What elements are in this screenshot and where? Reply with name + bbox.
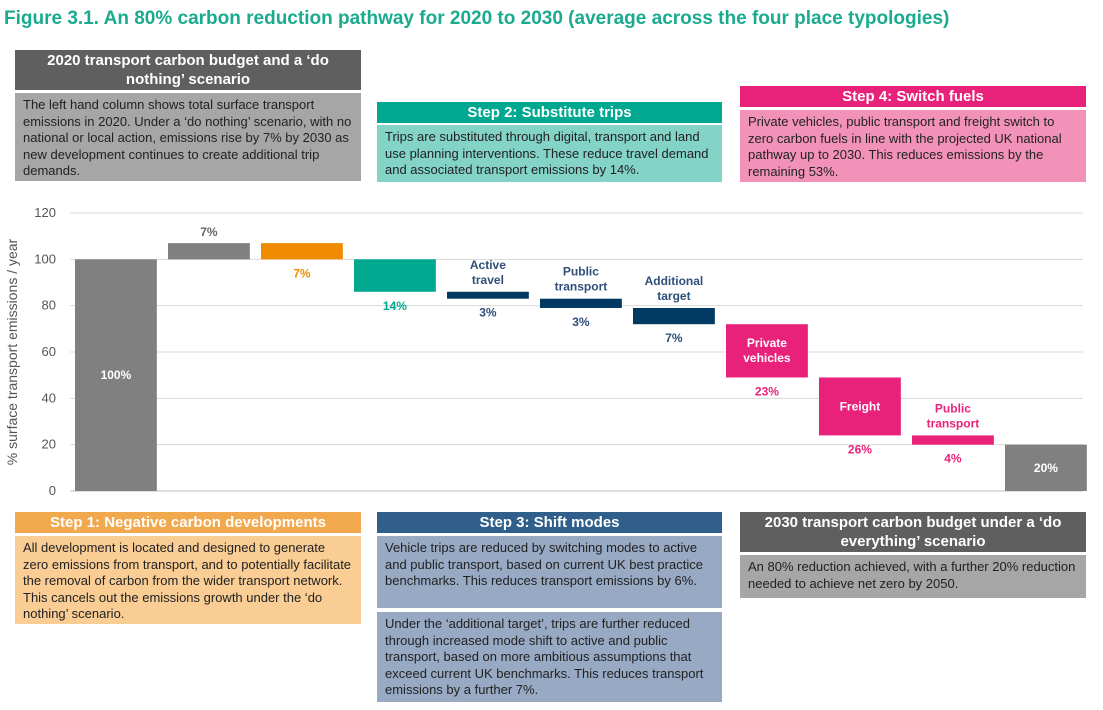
bar-category-label-6-1: target bbox=[657, 289, 690, 303]
step1-title: Step 1: Negative carbon developments bbox=[15, 512, 361, 533]
y-axis-label: % surface transport emissions / year bbox=[4, 238, 20, 465]
bar-1 bbox=[168, 243, 250, 260]
bar-category-label-4-1: travel bbox=[472, 273, 504, 287]
step1-body: All development is located and designed … bbox=[15, 536, 361, 624]
y-tick-label-100: 100 bbox=[34, 251, 56, 266]
bar-value-label-9: 4% bbox=[944, 452, 962, 466]
bar-7 bbox=[726, 324, 808, 378]
budget-2020-title: 2020 transport carbon budget and a ‘do n… bbox=[15, 50, 361, 90]
bar-8 bbox=[819, 377, 901, 436]
bar-category-label-7-1: vehicles bbox=[743, 351, 791, 365]
figure-title: Figure 3.1. An 80% carbon reduction path… bbox=[4, 8, 950, 29]
bar-value-label-8: 26% bbox=[848, 442, 872, 456]
y-tick-label-80: 80 bbox=[42, 298, 56, 313]
bar-category-label-8-0: Freight bbox=[840, 399, 881, 413]
bar-category-label-6-0: Additional bbox=[645, 274, 704, 288]
bar-4 bbox=[447, 291, 529, 299]
y-tick-label-40: 40 bbox=[42, 390, 56, 405]
bar-value-label-3: 14% bbox=[383, 299, 407, 313]
waterfall-chart: 0 20 40 60 80 100 120 % surface transport emiss… bbox=[4, 205, 1087, 498]
bar-2 bbox=[261, 243, 343, 260]
bar-category-label-9-0: Public bbox=[935, 401, 971, 415]
bar-value-label-7: 23% bbox=[755, 384, 779, 398]
step3-body-1: Vehicle trips are reduced by switching m… bbox=[377, 536, 722, 608]
step2-body: Trips are substituted through digital, t… bbox=[377, 125, 722, 182]
bar-3 bbox=[354, 259, 436, 292]
step3-title: Step 3: Shift modes bbox=[377, 512, 722, 533]
step2-title: Step 2: Substitute trips bbox=[377, 102, 722, 123]
bar-value-label-4: 3% bbox=[479, 306, 497, 320]
step3-body-2: Under the ‘additional target’, trips are… bbox=[377, 612, 722, 702]
y-tick-label-0: 0 bbox=[49, 483, 56, 498]
bar-value-label-1: 7% bbox=[200, 225, 218, 239]
bar-6 bbox=[633, 307, 715, 325]
bar-category-label-7-0: Private bbox=[747, 336, 787, 350]
step4-title: Step 4: Switch fuels bbox=[740, 86, 1086, 107]
budget-2030-title: 2030 transport carbon budget under a ‘do… bbox=[740, 512, 1086, 552]
bar-category-label-5-0: Public bbox=[563, 265, 599, 279]
bar-value-label-0: 100% bbox=[101, 368, 132, 382]
y-tick-label-20: 20 bbox=[42, 437, 56, 452]
bar-category-label-4-0: Active bbox=[470, 258, 506, 272]
bar-value-label-5: 3% bbox=[572, 315, 590, 329]
y-tick-label-120: 120 bbox=[34, 205, 56, 220]
bar-category-label-5-1: transport bbox=[555, 280, 608, 294]
bar-value-label-6: 7% bbox=[665, 331, 683, 345]
step4-body: Private vehicles, public transport and f… bbox=[740, 110, 1086, 182]
bar-category-label-9-1: transport bbox=[927, 416, 980, 430]
bar-9 bbox=[912, 435, 994, 445]
budget-2020-body: The left hand column shows total surface… bbox=[15, 93, 361, 181]
budget-2030-body: An 80% reduction achieved, with a furthe… bbox=[740, 555, 1086, 598]
y-tick-label-60: 60 bbox=[42, 344, 56, 359]
bar-value-label-2: 7% bbox=[293, 266, 311, 280]
bar-value-label-10: 20% bbox=[1034, 461, 1058, 475]
bar-10 bbox=[1005, 444, 1087, 491]
bar-0 bbox=[75, 259, 157, 491]
bar-5 bbox=[540, 298, 622, 308]
